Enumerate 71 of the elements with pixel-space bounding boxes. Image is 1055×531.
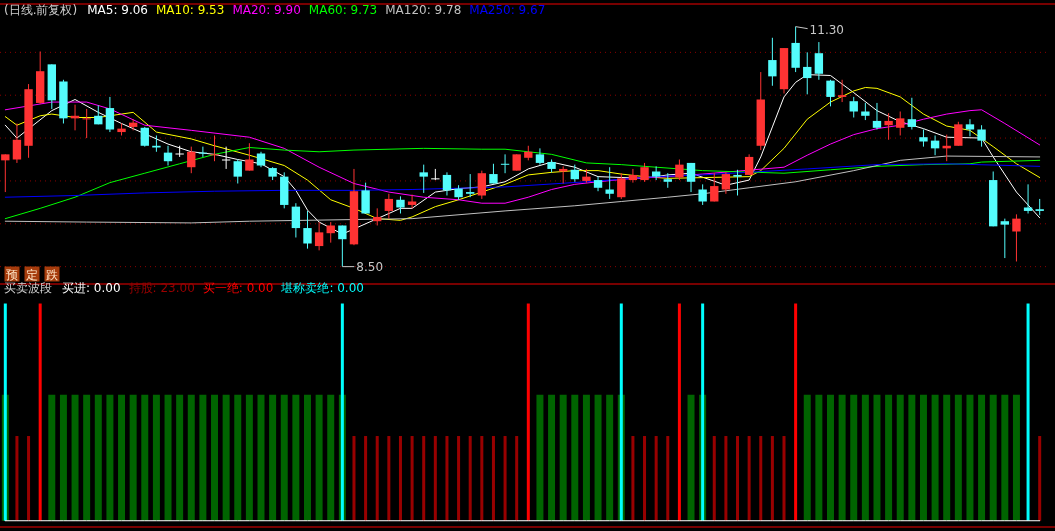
candlestick bbox=[245, 142, 254, 172]
candlestick bbox=[768, 37, 777, 87]
candlestick bbox=[105, 96, 115, 133]
candlestick bbox=[500, 153, 510, 174]
text: 预 bbox=[6, 268, 18, 282]
candlestick bbox=[140, 126, 149, 148]
candlestick bbox=[1012, 213, 1021, 262]
text: MA20: 9.90 bbox=[232, 3, 301, 17]
candlestick bbox=[12, 122, 22, 164]
text: 跌 bbox=[46, 268, 58, 282]
candlestick bbox=[605, 166, 614, 200]
annotation: 11.30 bbox=[809, 22, 844, 37]
text: MA10: 9.53 bbox=[155, 3, 225, 17]
candlestick bbox=[907, 97, 917, 130]
candlestick bbox=[221, 146, 231, 170]
candlestick bbox=[884, 112, 893, 141]
candlestick bbox=[361, 182, 370, 214]
candlestick bbox=[338, 225, 347, 268]
candlestick bbox=[640, 162, 649, 183]
candlestick bbox=[872, 102, 882, 130]
candlestick bbox=[477, 170, 487, 200]
candlestick bbox=[535, 147, 545, 166]
candlestick bbox=[466, 173, 475, 198]
candlestick bbox=[407, 194, 417, 209]
candlestick bbox=[803, 51, 812, 95]
candlestick bbox=[233, 159, 242, 184]
candlestick bbox=[826, 79, 835, 107]
candlestick bbox=[954, 121, 963, 147]
chart-title: (日线.前复权) bbox=[4, 3, 78, 17]
candlestick bbox=[965, 118, 975, 137]
candlestick bbox=[1, 153, 10, 193]
candlestick bbox=[1000, 218, 1010, 259]
candlestick bbox=[442, 171, 452, 196]
series-label: 堪称卖绝: 0.00 bbox=[280, 281, 364, 295]
chart-title: 买卖波段 bbox=[4, 281, 52, 295]
candlestick bbox=[675, 159, 684, 181]
candlestick bbox=[744, 153, 754, 176]
candlestick bbox=[431, 168, 440, 181]
candlestick bbox=[698, 183, 707, 206]
annotation: 8.50 bbox=[356, 259, 384, 274]
candlestick bbox=[291, 202, 301, 238]
candlestick bbox=[384, 193, 394, 220]
candlestick bbox=[210, 134, 219, 162]
text: MA5: 9.06 bbox=[87, 3, 148, 17]
candlestick bbox=[326, 221, 335, 244]
candlestick bbox=[1023, 183, 1033, 214]
candlestick bbox=[617, 172, 626, 200]
candlestick bbox=[198, 146, 208, 158]
text: 持股: 23.00 bbox=[128, 281, 195, 295]
candlestick bbox=[837, 79, 847, 103]
candlestick bbox=[628, 168, 638, 184]
candlestick bbox=[896, 110, 905, 136]
candlestick bbox=[303, 210, 312, 250]
candlestick bbox=[710, 172, 719, 202]
candlestick bbox=[686, 162, 696, 193]
candlestick bbox=[814, 41, 824, 81]
candlestick bbox=[314, 221, 324, 251]
text: MA250: 9.67 bbox=[469, 3, 546, 17]
candlestick bbox=[187, 146, 196, 174]
candlestick bbox=[419, 164, 428, 194]
candlestick bbox=[849, 96, 858, 118]
text: MA60: 9.73 bbox=[308, 3, 378, 17]
text: 定 bbox=[26, 268, 38, 282]
candlestick bbox=[82, 108, 91, 139]
candlestick bbox=[733, 169, 742, 196]
candlestick bbox=[721, 171, 731, 195]
text: MA120: 9.78 bbox=[385, 3, 462, 17]
text: 买进: 0.00 bbox=[62, 281, 121, 295]
candlestick bbox=[175, 145, 184, 158]
text: 买一绝: 0.00 bbox=[202, 281, 274, 295]
candlestick bbox=[977, 124, 986, 148]
